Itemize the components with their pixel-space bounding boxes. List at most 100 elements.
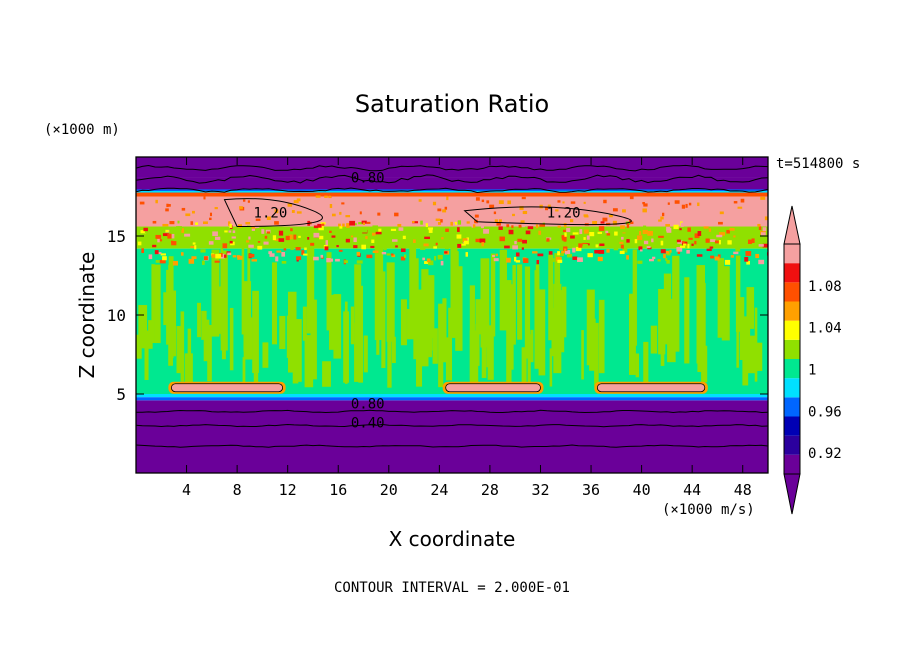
transition-speckle <box>673 224 679 230</box>
transition-speckle <box>195 231 200 236</box>
transition-speckle <box>165 230 169 233</box>
cloud-streak <box>343 311 349 383</box>
transition-speckle <box>454 221 458 225</box>
transition-speckle <box>148 254 153 260</box>
transition-speckle <box>325 240 328 246</box>
transition-speckle <box>269 253 275 257</box>
upper-speckle <box>643 203 648 207</box>
upper-speckle <box>432 201 437 206</box>
colorbar-tick-label: 0.92 <box>808 446 842 462</box>
upper-speckle <box>498 200 504 204</box>
upper-speckle <box>266 216 271 221</box>
transition-speckle <box>420 220 423 225</box>
upper-speckle <box>190 221 194 225</box>
transition-speckle <box>517 238 523 242</box>
transition-speckle <box>251 259 258 262</box>
cloud-streak <box>530 329 534 363</box>
upper-speckle <box>642 201 645 205</box>
transition-speckle <box>211 254 217 258</box>
cloud-streak <box>326 252 332 331</box>
contour-label: 0.80 <box>351 397 385 413</box>
transition-speckle <box>657 259 661 262</box>
transition-speckle <box>162 256 167 261</box>
transition-speckle <box>324 246 329 251</box>
cloud-streak <box>381 271 386 368</box>
cloud-streak <box>490 253 496 337</box>
transition-speckle <box>331 235 336 238</box>
transition-speckle <box>281 244 285 248</box>
transition-speckle <box>665 257 668 261</box>
cloud-streak <box>241 243 245 335</box>
transition-speckle <box>212 231 218 237</box>
x-tick-label: 24 <box>430 481 448 499</box>
transition-speckle <box>718 240 721 245</box>
cloud-streak <box>552 307 556 345</box>
transition-speckle <box>694 240 697 245</box>
transition-speckle <box>293 234 297 240</box>
chart-title: Saturation Ratio <box>355 90 549 118</box>
cloud-streak <box>524 266 531 359</box>
edge-band-2 <box>136 189 768 191</box>
transition-speckle <box>310 242 315 246</box>
upper-speckle <box>437 208 442 212</box>
cloud-streak <box>448 307 452 371</box>
transition-speckle <box>691 243 694 246</box>
transition-speckle <box>762 243 768 248</box>
transition-speckle <box>232 255 237 258</box>
colorbar-swatch <box>784 454 800 474</box>
transition-speckle <box>427 260 434 266</box>
transition-speckle <box>733 235 736 238</box>
transition-speckle <box>561 235 565 239</box>
transition-speckle <box>514 240 517 245</box>
transition-speckle <box>296 256 302 260</box>
cloud-streak <box>407 308 414 340</box>
transition-speckle <box>266 231 271 234</box>
transition-speckle <box>281 251 286 257</box>
transition-speckle <box>727 240 732 245</box>
transition-speckle <box>295 247 301 251</box>
upper-speckle <box>494 219 498 223</box>
colorbar-swatch <box>784 339 800 359</box>
upper-speckle <box>522 210 528 215</box>
upper-speckle <box>733 201 738 204</box>
transition-speckle <box>437 254 443 260</box>
cloud-streak <box>171 290 177 357</box>
transition-speckle <box>555 230 561 234</box>
transition-speckle <box>313 232 320 238</box>
transition-speckle <box>613 247 619 251</box>
cloud-streak <box>480 258 490 348</box>
cloud-streak <box>354 264 362 353</box>
cloud-streak <box>148 320 153 349</box>
transition-speckle <box>481 242 485 247</box>
transition-speckle <box>303 253 308 256</box>
transition-speckle <box>709 246 714 249</box>
transition-speckle <box>330 258 333 262</box>
cloud-streak <box>517 264 523 340</box>
transition-speckle <box>598 226 605 231</box>
transition-speckle <box>522 239 527 244</box>
contour-lower-0.80 <box>136 409 768 414</box>
x-tick-label: 32 <box>531 481 549 499</box>
cloud-streak <box>469 330 479 383</box>
cloud-streak <box>598 299 605 374</box>
upper-speckle <box>737 206 743 209</box>
transition-speckle <box>466 237 469 241</box>
edge-band-4 <box>136 394 768 398</box>
transition-speckle <box>167 233 172 239</box>
transition-speckle <box>483 229 490 234</box>
transition-speckle <box>191 256 197 260</box>
upper-speckle <box>612 208 618 212</box>
upper-speckle <box>674 200 680 204</box>
transition-speckle <box>340 235 346 241</box>
cloud-streak <box>753 342 763 371</box>
transition-speckle <box>651 238 654 243</box>
band-supersaturated-layer <box>136 194 768 227</box>
transition-speckle <box>257 237 263 242</box>
transition-speckle <box>758 259 765 265</box>
upper-speckle <box>442 209 447 213</box>
transition-speckle <box>227 252 232 256</box>
transition-speckle <box>582 244 589 247</box>
cloud-streak <box>487 325 494 380</box>
upper-speckle <box>667 202 670 205</box>
upper-speckle <box>362 222 366 225</box>
